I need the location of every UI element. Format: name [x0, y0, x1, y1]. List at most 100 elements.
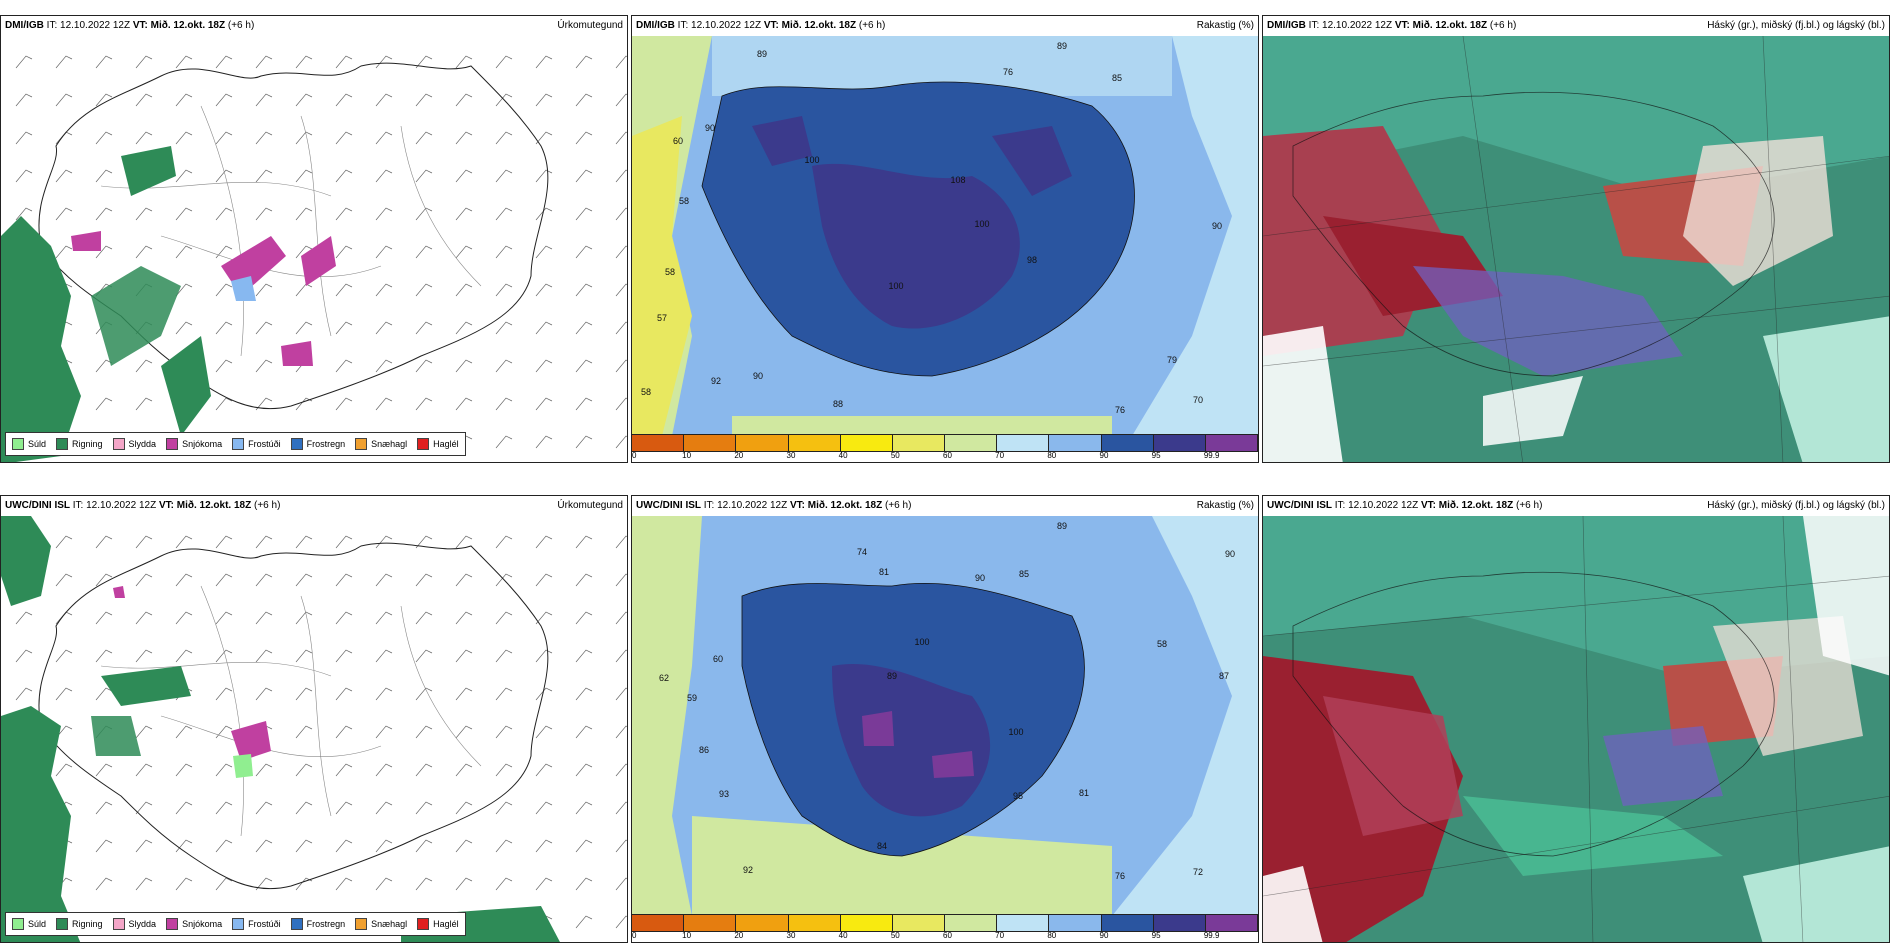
precip-legend: Súld Rigning Slydda Snjókoma Frostúði Fr…	[5, 912, 466, 936]
humidity-map-graphic	[632, 516, 1258, 914]
colorbar-segment	[1101, 915, 1154, 931]
legend-item: Rigning	[56, 918, 103, 930]
humidity-value: 81	[1078, 788, 1090, 798]
panel-header: UWC/DINI ISL IT: 12.10.2022 12Z VT: Mið.…	[1263, 496, 1889, 516]
colorbar-tick-label: 20	[734, 931, 744, 940]
panel-header: UWC/DINI ISL IT: 12.10.2022 12Z VT: Mið.…	[1, 496, 627, 516]
legend-item: Rigning	[56, 438, 103, 450]
colorbar-segment	[892, 915, 946, 931]
precip-legend: Súld Rigning Slydda Snjókoma Frostúði Fr…	[5, 432, 466, 456]
colorbar-tick-label: 70	[995, 931, 1005, 940]
humidity-value: 60	[672, 136, 684, 146]
humidity-value: 62	[658, 673, 670, 683]
colorbar-segment	[684, 915, 737, 931]
precip-map	[1, 36, 627, 462]
humidity-value: 58	[640, 387, 652, 397]
panel-title: Háský (gr.), miðský (fj.bl.) og lágský (…	[1707, 500, 1885, 511]
panel-precip-type-dmi: DMI/IGB IT: 12.10.2022 12Z VT: Mið. 12.o…	[0, 15, 628, 463]
colorbar-tick-label: 30	[786, 451, 796, 460]
humidity-value: 60	[712, 654, 724, 664]
panel-header: DMI/IGB IT: 12.10.2022 12Z VT: Mið. 12.o…	[1, 16, 627, 36]
humidity-value: 76	[1114, 871, 1126, 881]
humidity-value: 95	[1012, 791, 1024, 801]
humidity-value: 93	[718, 789, 730, 799]
panel-title: Rakastig (%)	[1196, 500, 1254, 511]
panel-cloud-cover-uwc: UWC/DINI ISL IT: 12.10.2022 12Z VT: Mið.…	[1262, 495, 1890, 943]
humidity-map: 89 74 81 90 85 90 60 58 62 100 89 87 59 …	[632, 516, 1258, 914]
humidity-value: 89	[886, 671, 898, 681]
humidity-value: 92	[710, 376, 722, 386]
panel-title: Úrkomutegund	[557, 500, 623, 511]
legend-item: Frostregn	[290, 438, 345, 450]
legend-item: Frostúði	[232, 438, 281, 450]
colorbar-tick-label: 70	[995, 451, 1005, 460]
legend-item: Snæhagl	[355, 918, 407, 930]
humidity-value: 74	[856, 547, 868, 557]
legend-item: Frostúði	[232, 918, 281, 930]
humidity-value: 76	[1002, 67, 1014, 77]
humidity-value: 79	[1166, 355, 1178, 365]
humidity-value: 89	[1056, 41, 1068, 51]
colorbar-segment	[1205, 435, 1258, 451]
colorbar-tick-label: 99.9	[1203, 931, 1220, 940]
humidity-value: 92	[742, 865, 754, 875]
colorbar-tick-label: 99.9	[1203, 451, 1220, 460]
panel-title: Úrkomutegund	[557, 20, 623, 31]
panel-title: Rakastig (%)	[1196, 20, 1254, 31]
colorbar-segment	[997, 435, 1050, 451]
panel-precip-type-uwc: UWC/DINI ISL IT: 12.10.2022 12Z VT: Mið.…	[0, 495, 628, 943]
humidity-value: 90	[1211, 221, 1223, 231]
humidity-value: 58	[664, 267, 676, 277]
colorbar-segment	[1153, 435, 1206, 451]
humidity-value: 90	[752, 371, 764, 381]
colorbar-segment	[1153, 915, 1206, 931]
colorbar-segment	[788, 435, 841, 451]
colorbar-segment	[892, 435, 946, 451]
colorbar-tick-label: 90	[1099, 451, 1109, 460]
colorbar-segment	[736, 915, 789, 931]
legend-item: Slydda	[112, 438, 156, 450]
humidity-value: 85	[1111, 73, 1123, 83]
colorbar-segment	[840, 915, 893, 931]
colorbar-segment	[632, 435, 685, 451]
colorbar-segment	[632, 915, 685, 931]
legend-item: Haglél	[417, 438, 459, 450]
humidity-value: 108	[950, 175, 966, 185]
colorbar-segment	[945, 915, 998, 931]
colorbar-tick-label: 50	[890, 931, 900, 940]
colorbar-tick-label: 95	[1151, 451, 1161, 460]
panel-header: DMI/IGB IT: 12.10.2022 12Z VT: Mið. 12.o…	[1263, 16, 1889, 36]
legend-item: Slydda	[112, 918, 156, 930]
humidity-value: 85	[1018, 569, 1030, 579]
humidity-value: 100	[804, 155, 820, 165]
colorbar-tick-label: 60	[943, 451, 952, 460]
humidity-value: 58	[1156, 639, 1168, 649]
colorbar-tick-label: 0	[632, 931, 637, 940]
colorbar-tick-label: 20	[734, 451, 744, 460]
legend-item: Súld	[12, 918, 46, 930]
colorbar-segment	[788, 915, 841, 931]
precip-map-graphic	[1, 516, 627, 942]
colorbar-segment	[736, 435, 789, 451]
humidity-value: 89	[1056, 521, 1068, 531]
humidity-colorbar: 0 10 20 30 40 50 60 70 80 90 95 99.9	[632, 914, 1258, 942]
humidity-value: 98	[1026, 255, 1038, 265]
colorbar-segment	[684, 435, 737, 451]
humidity-map-graphic	[632, 36, 1258, 434]
colorbar-tick-label: 10	[682, 451, 692, 460]
colorbar-tick-label: 95	[1151, 931, 1161, 940]
cloud-map-graphic	[1263, 516, 1889, 942]
colorbar-segment	[1049, 435, 1102, 451]
panel-header: UWC/DINI ISL IT: 12.10.2022 12Z VT: Mið.…	[632, 496, 1258, 516]
cloud-map-graphic	[1263, 36, 1889, 462]
humidity-value: 81	[878, 567, 890, 577]
legend-item: Haglél	[417, 918, 459, 930]
humidity-value: 89	[756, 49, 768, 59]
legend-item: Súld	[12, 438, 46, 450]
colorbar-tick-label: 80	[1047, 451, 1057, 460]
cloud-map	[1263, 36, 1889, 462]
colorbar-tick-label: 80	[1047, 931, 1057, 940]
humidity-value: 100	[1008, 727, 1024, 737]
colorbar-segment	[945, 435, 998, 451]
humidity-value: 57	[656, 313, 668, 323]
